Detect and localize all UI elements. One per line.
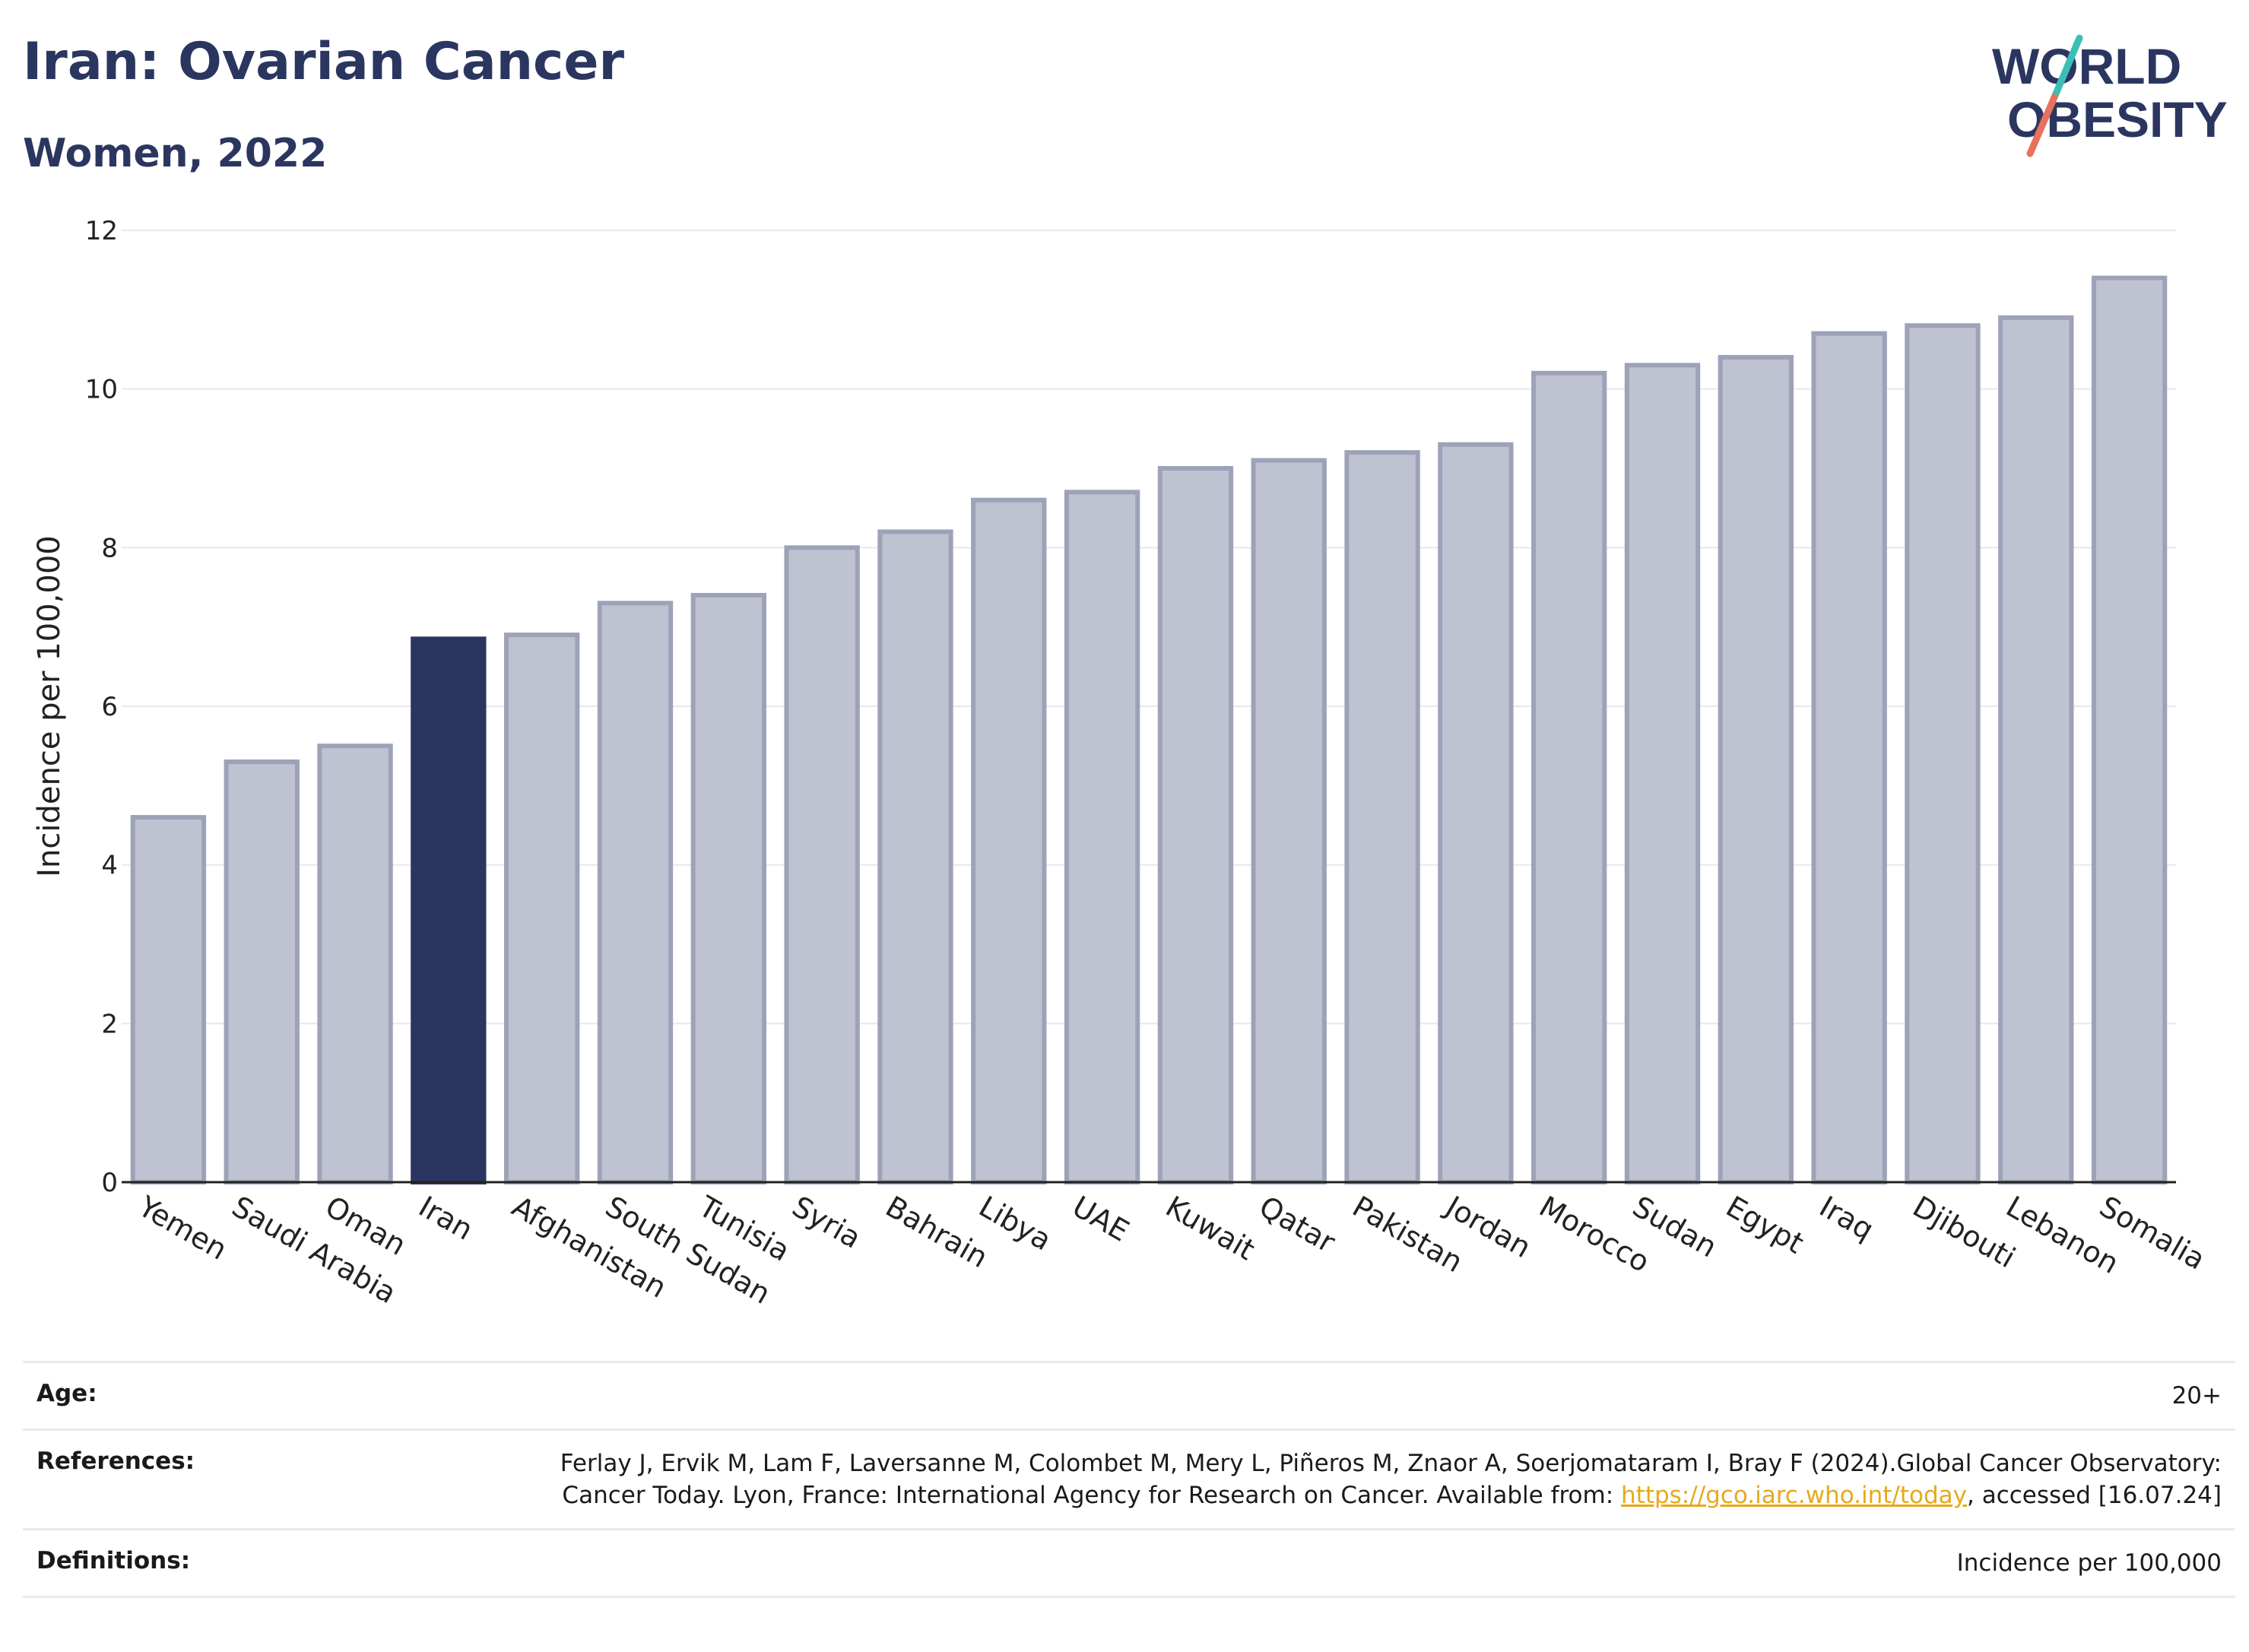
references-label: References: — [36, 1447, 195, 1475]
y-axis-label: Incidence per 100,000 — [32, 535, 67, 877]
y-tick-label: 12 — [85, 216, 118, 246]
age-value: 20+ — [2171, 1382, 2222, 1409]
references-value: Ferlay J, Ervik M, Lam F, Laversanne M, … — [473, 1447, 2222, 1511]
y-tick-label: 0 — [101, 1168, 118, 1198]
bar-iran — [411, 636, 487, 1184]
x-tick-label: Djibouti — [1907, 1190, 2021, 1275]
definitions-value: Incidence per 100,000 — [1956, 1549, 2222, 1577]
bar-oman — [317, 744, 393, 1184]
definitions-label: Definitions: — [36, 1547, 191, 1574]
x-tick-label: Iraq — [1814, 1190, 1879, 1247]
bar-tunisia — [690, 592, 766, 1184]
bar-syria — [784, 545, 860, 1184]
bars — [130, 275, 2168, 1185]
bar-south-sudan — [597, 601, 674, 1184]
y-tick-label: 6 — [101, 692, 118, 722]
x-tick-label: UAE — [1067, 1190, 1134, 1248]
bar-yemen — [130, 815, 207, 1184]
svg-text:WORLD: WORLD — [1992, 38, 2181, 94]
bar-jordan — [1438, 442, 1514, 1184]
y-axis-ticks: 0 2 4 6 8 10 12 — [85, 216, 118, 1198]
x-tick-label: Bahrain — [880, 1190, 993, 1275]
bar-saudi-arabia — [224, 759, 300, 1184]
bar-iraq — [1811, 331, 1887, 1185]
y-tick-label: 2 — [101, 1009, 118, 1039]
bar-afghanistan — [504, 633, 580, 1184]
references-text: Ferlay J, Ervik M, Lam F, Laversanne M, … — [560, 1450, 2222, 1509]
age-row: Age: 20+ — [23, 1361, 2235, 1428]
x-tick-label: Kuwait — [1160, 1190, 1261, 1267]
bar-qatar — [1251, 458, 1327, 1184]
bar-djibouti — [1905, 323, 1981, 1185]
bar-lebanon — [1998, 315, 2074, 1184]
x-tick-label: Syria — [787, 1190, 867, 1255]
definitions-row: Definitions: Incidence per 100,000 — [23, 1528, 2235, 1598]
x-tick-label: Qatar — [1254, 1190, 1341, 1260]
y-tick-label: 10 — [85, 375, 118, 405]
bar-morocco — [1531, 370, 1607, 1184]
bar-somalia — [2091, 275, 2168, 1185]
references-link[interactable]: https://gco.iarc.who.int/today — [1621, 1482, 1967, 1509]
bar-libya — [971, 497, 1047, 1184]
bar-bahrain — [877, 529, 953, 1184]
bar-egypt — [1718, 354, 1794, 1184]
chart-title: Iran: Ovarian Cancer — [23, 32, 624, 92]
y-tick-label: 8 — [101, 533, 118, 563]
references-accessed: , accessed [16.07.24] — [1966, 1482, 2222, 1509]
bar-kuwait — [1157, 466, 1234, 1184]
age-label: Age: — [36, 1380, 97, 1407]
chart-subtitle: Women, 2022 — [23, 131, 328, 176]
x-tick-label: Iran — [413, 1190, 478, 1247]
world-obesity-logo: WORLD OBESITY — [1984, 30, 2235, 160]
info-table: Age: 20+ References: Ferlay J, Ervik M, … — [23, 1361, 2235, 1598]
bar-pakistan — [1344, 450, 1420, 1184]
bar-uae — [1064, 490, 1140, 1184]
x-tick-label: Yemen — [132, 1189, 233, 1267]
bar-sudan — [1624, 363, 1701, 1184]
y-tick-label: 4 — [101, 851, 118, 881]
references-row: References: Ferlay J, Ervik M, Lam F, La… — [23, 1428, 2235, 1528]
x-tick-label: Egypt — [1721, 1190, 1810, 1260]
